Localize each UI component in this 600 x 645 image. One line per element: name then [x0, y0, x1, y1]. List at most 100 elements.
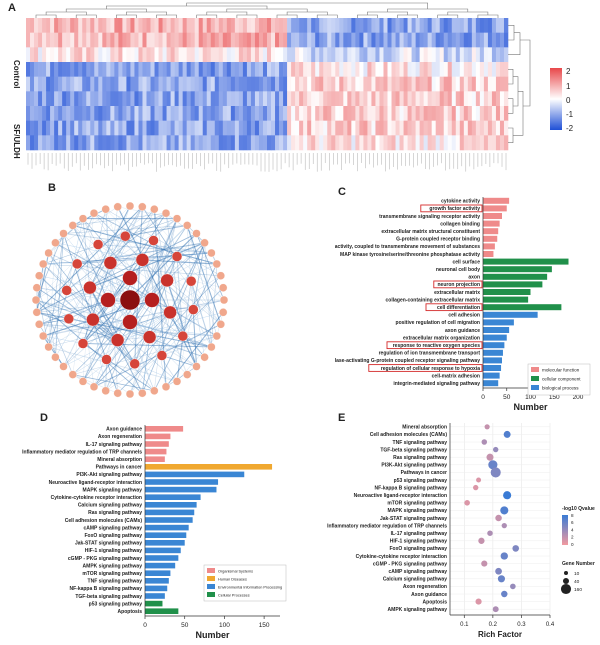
d-bar [145, 555, 179, 561]
x-tick-label: 0 [481, 394, 485, 401]
heatmap-cell [347, 135, 352, 151]
network-node [161, 382, 171, 392]
heatmap-cell [467, 62, 473, 77]
heatmap-cell [58, 106, 63, 121]
network-edge [105, 209, 118, 341]
bubble-term-label: TGF-beta signaling pathway [380, 447, 447, 453]
network-node [51, 238, 60, 247]
heatmap-panel: Control SF/ULDH 2 1 0 -1 -2 [12, 2, 574, 172]
heatmap-cell [283, 76, 288, 92]
heatmap-cell [331, 18, 336, 33]
heatmap-cell [162, 18, 167, 33]
bubble-point [484, 424, 490, 430]
heatmap-cell [347, 106, 352, 121]
heatmap-cell [407, 62, 412, 77]
heatmap-cell [399, 47, 404, 63]
heatmap-cell [46, 47, 51, 63]
heatmap-cell [258, 32, 264, 48]
heatmap-cell [331, 32, 336, 48]
heatmap-cell [186, 62, 191, 77]
heatmap-cell [439, 18, 445, 33]
heatmap-cell [267, 62, 272, 77]
heatmap-cell [82, 91, 87, 107]
heatmap-cell [78, 18, 83, 33]
heatmap-cell [323, 91, 328, 107]
bubble-term-label: TNF signaling pathway [393, 440, 448, 446]
heatmap-cell [162, 62, 167, 77]
network-edge [154, 280, 168, 391]
heatmap-cell [331, 135, 336, 151]
heatmap-cell [491, 135, 497, 151]
heatmap-cell [86, 106, 91, 121]
network-node [89, 209, 99, 218]
heatmap-cell [451, 62, 457, 77]
heatmap-cell [403, 18, 408, 33]
heatmap-cell [138, 120, 143, 136]
heatmap-cell [327, 120, 332, 136]
heatmap-cell [355, 76, 360, 92]
c-bar [483, 380, 499, 387]
heatmap-cell [355, 47, 360, 63]
d-term-label: Inflammatory mediator regulation of TRP … [22, 449, 142, 455]
network-node [125, 389, 135, 399]
heatmap-cell [142, 106, 147, 121]
heatmap-cell [291, 106, 296, 121]
heatmap-cell [142, 32, 147, 48]
d-term-label: NF-kappa B signaling pathway [69, 586, 142, 592]
network-edge [151, 218, 178, 301]
heatmap-cell [166, 32, 171, 48]
heatmap-legend-tick: 1 [566, 82, 571, 91]
heatmap-cell [62, 47, 67, 63]
heatmap-cell [375, 106, 380, 121]
heatmap-cell [355, 91, 360, 107]
heatmap-cell [74, 32, 79, 48]
heatmap-cell [26, 62, 31, 77]
heatmap-cell [86, 18, 91, 33]
bubble-point [492, 606, 499, 613]
heatmap-cell [246, 18, 252, 33]
heatmap-cell [475, 32, 481, 48]
heatmap-cell [427, 76, 432, 92]
heatmap-cell [86, 47, 91, 63]
heatmap-cell [190, 76, 195, 92]
heatmap-cell [170, 76, 175, 92]
heatmap-cell [126, 91, 131, 107]
dendrogram-branch [75, 14, 97, 18]
heatmap-cell [186, 76, 191, 92]
heatmap-cell [214, 62, 220, 77]
heatmap-cell [323, 32, 328, 48]
heatmap-cell [471, 62, 477, 77]
heatmap-cell [307, 106, 312, 121]
heatmap-cell [26, 18, 31, 33]
network-edge [93, 213, 153, 301]
c-bar [483, 273, 548, 280]
heatmap-cell [38, 135, 43, 151]
heatmap-cell [467, 135, 473, 151]
heatmap-cell [303, 135, 308, 151]
network-edge [35, 205, 131, 301]
d-bar [145, 600, 163, 607]
heatmap-cell [375, 120, 380, 136]
heatmap-cell [347, 62, 352, 77]
heatmap-cell [174, 76, 179, 92]
heatmap-cell [262, 18, 268, 33]
heatmap-cell [254, 91, 260, 107]
heatmap-cell [98, 120, 103, 136]
heatmap-cell [58, 62, 63, 77]
heatmap-cell [503, 62, 509, 77]
heatmap-cell [327, 18, 332, 33]
network-node [218, 308, 228, 317]
heatmap-cell [331, 47, 336, 63]
heatmap-cell [66, 62, 71, 77]
heatmap-cell [82, 32, 87, 48]
heatmap-cell [299, 120, 304, 136]
bubble-term-label: mTOR signaling pathway [387, 501, 447, 507]
heatmap-cell [262, 135, 268, 151]
heatmap-cell [291, 18, 296, 33]
heatmap-cell [271, 120, 276, 136]
network-node [119, 289, 141, 311]
heatmap-cell [50, 91, 55, 107]
heatmap-cell [367, 18, 372, 33]
